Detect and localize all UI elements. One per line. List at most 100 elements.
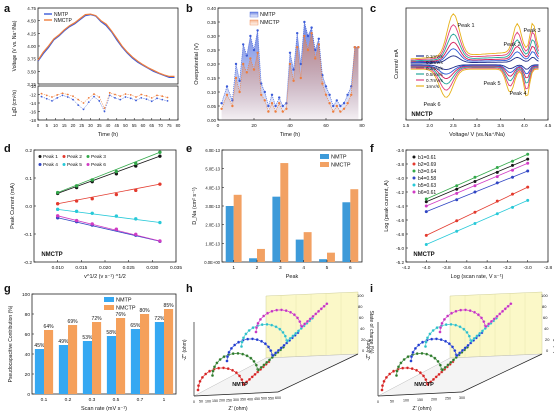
eis-xtick: 150 (212, 399, 218, 403)
panel-e-bar-NMTP (272, 196, 281, 262)
panel-b-point (299, 76, 302, 80)
legend-label: b6=0.61 (418, 190, 436, 196)
panel-g-ytick: 60 (25, 332, 31, 338)
panel-b-point (335, 104, 338, 108)
panel-b-point (245, 71, 248, 74)
panel-d-point (134, 161, 138, 166)
legend-label: Peak 1 (43, 154, 58, 160)
panel-e-xlabel: Peak (286, 274, 299, 280)
panel-f-point (424, 233, 428, 237)
panel-a-bottom-frame (37, 85, 179, 121)
eis-point (501, 309, 505, 313)
legend-label: Peak 3 (91, 154, 106, 160)
panel-b-point (274, 104, 277, 108)
eis-point (458, 325, 462, 329)
panel-b-point (281, 104, 284, 108)
panel-g-data-label: 72% (92, 316, 103, 322)
legend-swatch (320, 162, 329, 167)
panel-a-bottom-series-NMCTP (41, 92, 168, 109)
panel-b-point (288, 62, 292, 66)
panel-a-top-ytick: 3.50 (27, 69, 36, 74)
panel-f-point (526, 157, 530, 161)
panel-b-point (317, 37, 320, 40)
panel-b-point (310, 32, 313, 35)
eis-point (410, 355, 414, 359)
eis-point (380, 388, 384, 392)
eis-point (446, 363, 450, 367)
eis-point (263, 342, 267, 346)
panel-a-bottom-point (140, 93, 143, 96)
panel-f-fit-b6=0.61 (426, 162, 528, 207)
panel-d-fit-Peak 1 (57, 155, 161, 194)
panel-b-point (332, 104, 335, 108)
eis-point (262, 314, 266, 318)
panel-a-xtick: 5 (46, 123, 49, 128)
eis-point (246, 337, 250, 341)
panel-b-xlabel: Time (h) (280, 132, 300, 138)
legend-label: NMTP (54, 12, 69, 18)
panel-c-curve-0.1mV/s (410, 55, 539, 64)
panel-b-ytick: 0.35 (207, 20, 216, 25)
eis-xtick: 500 (261, 397, 267, 401)
panel-c-peak-label: Peak 3 (523, 28, 540, 34)
panel-b-point (306, 48, 310, 52)
eis-point (242, 336, 246, 340)
panel-f-ylabel: Log (peak current, A) (384, 180, 390, 232)
panel-f-ytick: -4.0 (396, 176, 404, 181)
eis-point (283, 334, 287, 338)
panel-b-point (242, 62, 245, 66)
eis-point (258, 317, 262, 321)
eis-point (413, 346, 417, 350)
legend-label: 0.3mV/s (426, 66, 444, 71)
panel-d-point (90, 178, 94, 182)
legend-swatch (38, 155, 42, 158)
legend-swatch (104, 305, 114, 310)
panel-e-ytick: 4.0E-13 (205, 185, 220, 190)
eis-point (292, 313, 296, 317)
panel-g-data-label: 85% (164, 303, 175, 309)
panel-a-bottom-point (56, 94, 59, 96)
panel-g-data-label: 53% (82, 335, 93, 341)
panel-g-ytick: 20 (25, 372, 31, 378)
panel-a-bottom-point (40, 92, 43, 95)
eis-point (424, 340, 428, 344)
eis-point (204, 372, 208, 376)
eis-point (460, 348, 464, 352)
panel-c-curve-0.2mV/s (410, 65, 539, 75)
panel-b-point (342, 107, 346, 111)
legend-label: Peak 2 (67, 154, 82, 160)
eis-point (449, 360, 453, 364)
eis-point (197, 384, 201, 388)
panel-d-point (74, 209, 79, 214)
panel-a-xtick: 50 (123, 123, 128, 128)
legend-swatch (104, 297, 114, 302)
panel-g-bar-NMTP (130, 329, 140, 394)
panel-f-annotation: NMCTP (413, 252, 434, 258)
panel-e-bar-NMCTP (350, 189, 359, 262)
panel-f-point (455, 229, 459, 233)
panel-b-point (252, 68, 256, 71)
panel-c-peak-label: Peak 6 (423, 102, 440, 108)
eis-xtick: 150 (417, 398, 423, 402)
legend-swatch (62, 155, 66, 158)
eis-point (439, 338, 443, 342)
legend-label: 0.1mV/s (426, 54, 444, 59)
eis-point (198, 379, 202, 383)
eis-point (509, 302, 513, 306)
eis-point (444, 339, 448, 343)
eis-point (478, 331, 482, 335)
eis-point (274, 325, 278, 329)
panel-g-bar-NMCTP (44, 330, 54, 394)
panel-letter-a: a (4, 3, 11, 15)
eis-soctick: 60 (359, 315, 364, 320)
panel-c-xtick: 4.5 (545, 123, 552, 129)
panel-d-point (158, 220, 162, 225)
panel-b-point (310, 26, 313, 29)
panel-a-xtick: 30 (88, 123, 93, 128)
panel-a-xtick: 70 (158, 123, 163, 128)
panel-b-point (263, 90, 266, 94)
eis-point (453, 349, 457, 353)
legend-swatch (249, 19, 259, 26)
panel-e-ytick: 0.0E+00 (204, 260, 220, 265)
panel-a-bottom-point (114, 93, 116, 96)
